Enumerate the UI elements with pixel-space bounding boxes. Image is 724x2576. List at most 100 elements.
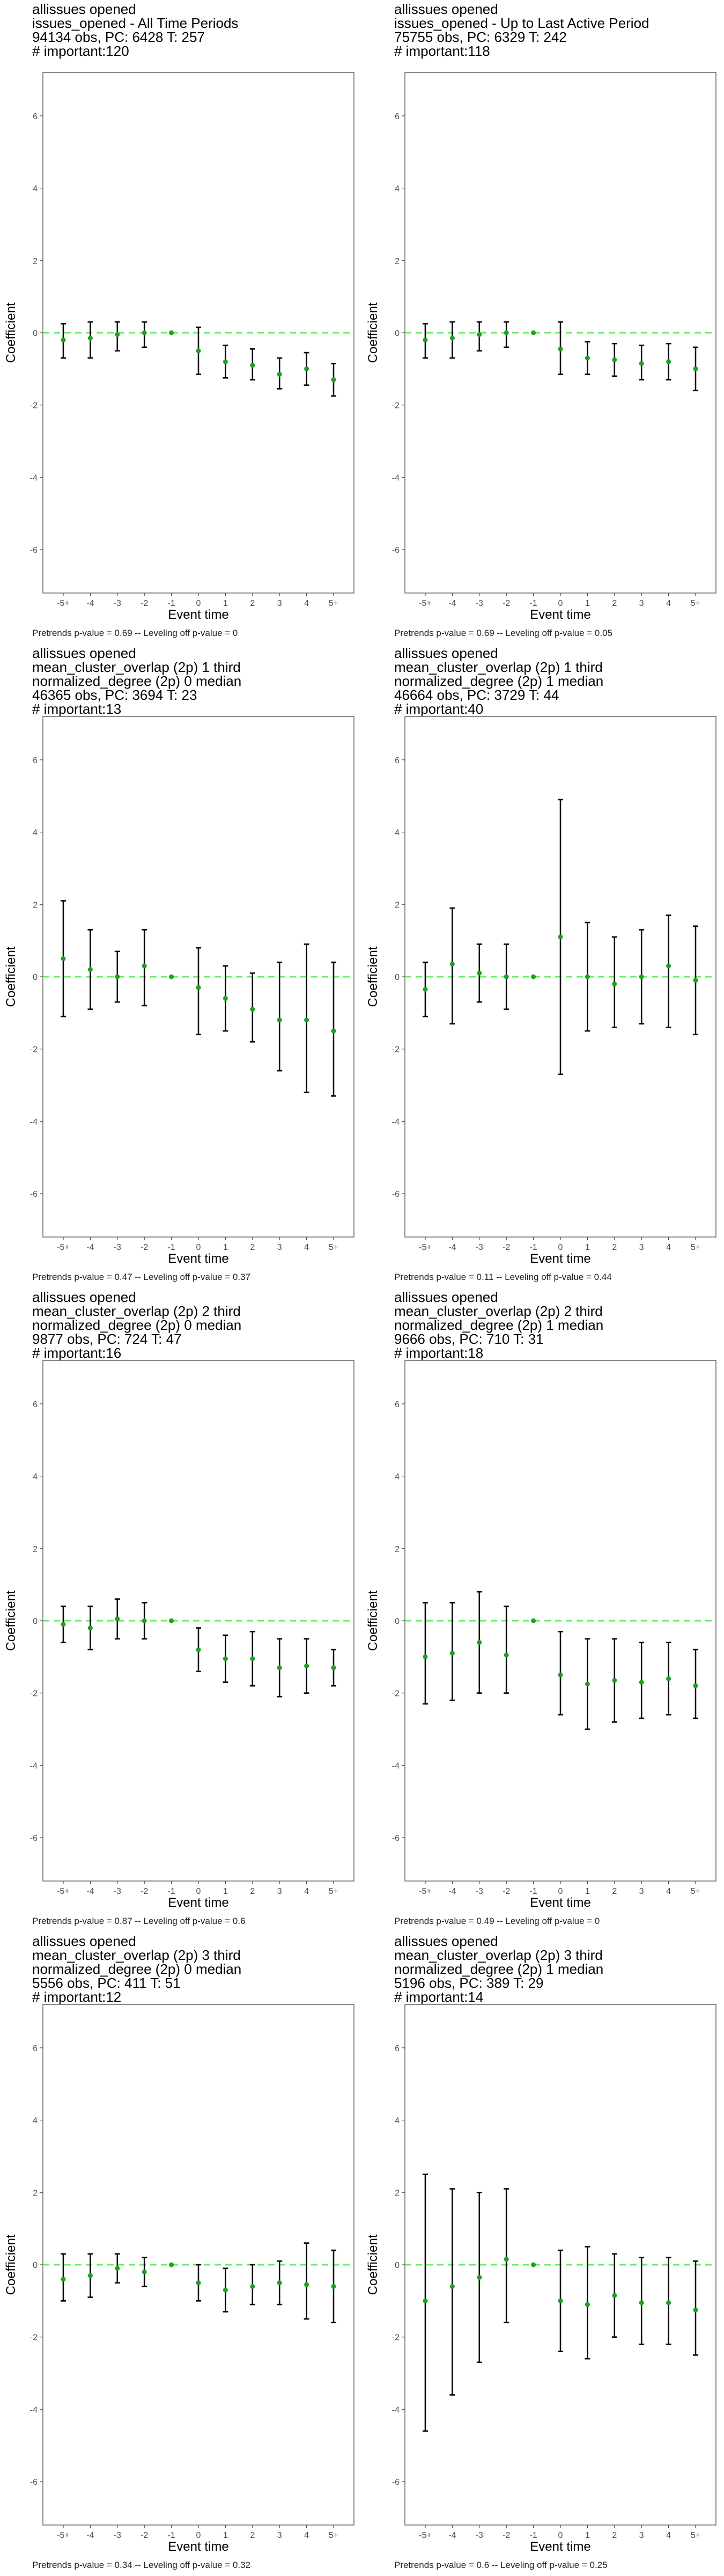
x-tick-label: 3 <box>639 599 644 608</box>
x-tick-label: -4 <box>86 2531 94 2540</box>
chart-title-line: 46365 obs, PC: 3694 T: 23 <box>32 687 197 703</box>
chart-title-line: mean_cluster_overlap (2p) 2 third <box>32 1303 241 1319</box>
point-estimate <box>304 1018 309 1023</box>
chart-footer-pvalues: Pretrends p-value = 0.34 -- Leveling off… <box>32 2560 250 2570</box>
x-axis-label: Event time <box>168 1252 228 1266</box>
x-tick-label: 1 <box>585 599 590 608</box>
chart-title-line: issues_opened - All Time Periods <box>32 15 238 31</box>
x-tick-label: 0 <box>558 599 563 608</box>
chart-title-line: mean_cluster_overlap (2p) 3 third <box>394 1947 603 1963</box>
point-estimate <box>304 366 309 371</box>
x-tick-label: 4 <box>666 1243 671 1252</box>
point-estimate <box>612 357 617 363</box>
point-estimate <box>196 348 201 354</box>
chart-title-line: # important:13 <box>32 701 121 717</box>
x-tick-label: 0 <box>196 1243 201 1252</box>
x-tick-label: -1 <box>529 599 537 608</box>
chart-title-line: allissues opened <box>394 1933 498 1949</box>
y-tick-label: 6 <box>395 2044 400 2053</box>
y-axis-label: Coefficient <box>366 2234 380 2295</box>
point-estimate <box>639 2300 644 2306</box>
point-estimate <box>612 981 617 986</box>
point-estimate <box>115 974 120 979</box>
point-estimate <box>504 2257 509 2262</box>
point-estimate <box>693 978 698 983</box>
x-tick-label: -5+ <box>57 1243 70 1252</box>
point-estimate <box>639 974 644 979</box>
x-axis-label: Event time <box>168 1896 228 1910</box>
point-estimate <box>331 2284 336 2289</box>
point-estimate <box>196 985 201 990</box>
x-tick-label: -1 <box>167 1887 175 1896</box>
y-tick-label: 6 <box>395 756 400 765</box>
chart-title-line: # important:40 <box>394 701 483 717</box>
x-tick-label: 2 <box>612 1887 617 1896</box>
y-tick-label: 2 <box>395 257 400 266</box>
point-estimate <box>693 366 698 371</box>
x-tick-label: -5+ <box>57 1887 70 1896</box>
y-tick-label: 4 <box>33 2117 38 2126</box>
point-estimate <box>250 1007 255 1012</box>
x-tick-label: -4 <box>448 1887 456 1896</box>
y-tick-label: -4 <box>392 1761 400 1770</box>
x-axis-label: Event time <box>530 1896 590 1910</box>
chart-title-line: # important:14 <box>394 1989 483 2005</box>
x-tick-label: -2 <box>141 1887 148 1896</box>
y-tick-label: -6 <box>30 546 38 555</box>
x-tick-label: 4 <box>304 599 309 608</box>
x-tick-label: 1 <box>585 2531 590 2540</box>
point-estimate <box>449 1651 455 1656</box>
x-tick-label: -3 <box>114 1887 121 1896</box>
x-tick-label: -1 <box>529 2531 537 2540</box>
x-tick-label: -2 <box>503 599 510 608</box>
chart-title-line: mean_cluster_overlap (2p) 3 third <box>32 1947 241 1963</box>
x-tick-label: -1 <box>167 599 175 608</box>
x-tick-label: 3 <box>277 1887 282 1896</box>
point-estimate <box>115 1616 120 1622</box>
chart-title-line: normalized_degree (2p) 1 median <box>394 1317 603 1333</box>
x-tick-label: -4 <box>448 599 456 608</box>
point-estimate <box>331 377 336 383</box>
chart-title-line: mean_cluster_overlap (2p) 2 third <box>394 1303 603 1319</box>
y-axis-label: Coefficient <box>366 1590 380 1651</box>
x-tick-label: 2 <box>250 1243 255 1252</box>
x-tick-label: -3 <box>476 1243 483 1252</box>
y-tick-label: 6 <box>395 112 400 121</box>
point-estimate <box>693 1683 698 1688</box>
point-estimate <box>250 1656 255 1662</box>
point-estimate <box>585 355 590 361</box>
point-estimate <box>277 1018 282 1023</box>
point-estimate <box>666 2300 671 2306</box>
point-estimate <box>585 974 590 979</box>
y-tick-label: 0 <box>395 973 400 982</box>
chart-footer-pvalues: Pretrends p-value = 0.69 -- Leveling off… <box>32 628 238 638</box>
x-tick-label: 1 <box>223 2531 228 2540</box>
point-estimate <box>477 2275 482 2280</box>
x-tick-label: 0 <box>196 2531 201 2540</box>
point-estimate <box>223 996 228 1001</box>
x-tick-label: -1 <box>529 1887 537 1896</box>
y-tick-label: -2 <box>30 1045 38 1055</box>
chart-title-line: normalized_degree (2p) 0 median <box>32 1961 241 1977</box>
x-tick-label: -3 <box>114 1243 121 1252</box>
x-tick-label: 5+ <box>691 599 700 608</box>
chart-title-line: normalized_degree (2p) 0 median <box>32 673 241 689</box>
chart-title-line: allissues opened <box>394 1 498 17</box>
point-estimate <box>585 2302 590 2307</box>
y-tick-label: 0 <box>33 2261 38 2270</box>
x-tick-label: 0 <box>558 1243 563 1252</box>
x-tick-label: -5+ <box>419 2531 432 2540</box>
x-tick-label: 1 <box>585 1887 590 1896</box>
x-tick-label: 0 <box>558 2531 563 2540</box>
y-tick-label: -2 <box>30 1689 38 1699</box>
point-estimate <box>558 2298 563 2303</box>
chart-title-line: 46664 obs, PC: 3729 T: 44 <box>394 687 559 703</box>
point-estimate <box>87 1625 93 1630</box>
y-tick-label: 4 <box>395 185 400 194</box>
x-tick-label: 4 <box>666 599 671 608</box>
x-tick-label: -5+ <box>419 599 432 608</box>
x-tick-label: 5+ <box>691 2531 700 2540</box>
